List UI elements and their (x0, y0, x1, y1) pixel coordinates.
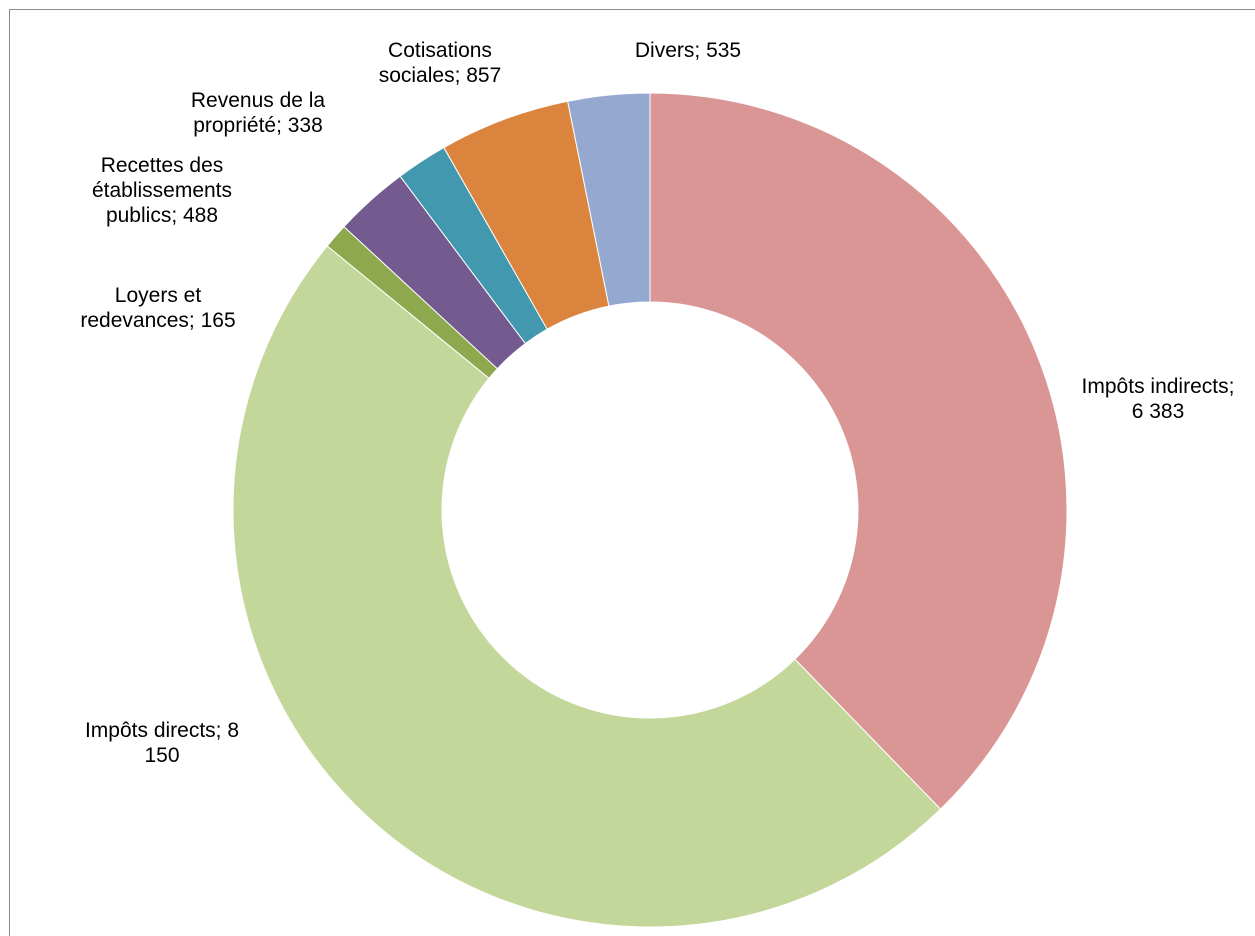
data-label-line: Loyers et (115, 284, 202, 307)
data-label-line: propriété; 338 (193, 114, 323, 137)
data-label-line: 150 (144, 744, 179, 767)
data-label: Impôts indirects; 6 383 (1082, 375, 1235, 423)
data-label: Divers; 535 (635, 39, 741, 62)
slice-divers (567, 92, 651, 307)
data-label-line: Cotisations (388, 39, 492, 62)
data-label-line: publics; 488 (106, 204, 218, 227)
data-label: Impôts directs; 8 150 (85, 719, 239, 767)
data-label-line: Revenus de la (191, 89, 326, 112)
data-label-line: redevances; 165 (80, 309, 235, 332)
data-label: Loyers et redevances; 165 (80, 284, 235, 332)
slice-imp-ts-directs (232, 245, 942, 928)
data-label-line: établissements (92, 179, 232, 202)
slices-layer (232, 92, 1068, 928)
data-label-line: Impôts indirects; (1082, 375, 1235, 398)
data-label: Cotisations sociales; 857 (379, 39, 502, 87)
data-label-line: Recettes des (101, 154, 224, 177)
data-label: Recettes des établissements publics; 488 (92, 154, 232, 227)
data-label-line: Divers; 535 (635, 39, 741, 62)
slice-imp-ts-indirects (649, 92, 1068, 810)
data-label-line: Impôts directs; 8 (85, 719, 239, 742)
data-label: Revenus de la propriété; 338 (191, 89, 326, 137)
data-label-line: sociales; 857 (379, 64, 502, 87)
data-label-line: 6 383 (1132, 400, 1185, 423)
